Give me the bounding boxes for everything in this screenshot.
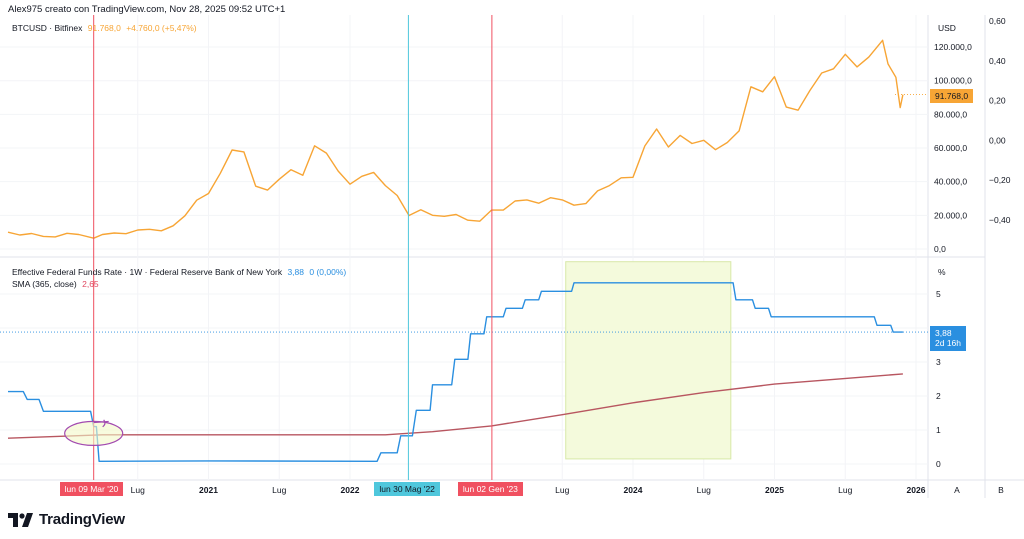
rate-axis-unit: % (938, 267, 946, 277)
time-axis-label: Lug (838, 485, 852, 495)
rate-badge-countdown: 2d 16h (935, 338, 961, 348)
time-axis-label: Lug (131, 485, 145, 495)
price-axis-label: 40.000,0 (934, 177, 967, 187)
date-marker-badge: lun 30 Mag '22 (374, 482, 440, 496)
time-axis-label: 2022 (341, 485, 360, 495)
btc-change: +4.760,0 (+5,47%) (126, 23, 197, 33)
tradingview-logo-icon (8, 512, 33, 527)
brand-name: TradingView (39, 511, 125, 528)
btc-last: 91.768,0 (87, 23, 121, 33)
secondary-axis-label: 0,00 (989, 135, 1006, 145)
rate-axis-label: 2 (936, 391, 941, 401)
btc-line (7, 39, 904, 239)
annotation-stroke (93, 419, 109, 428)
secondary-axis-label: 0,60 (989, 16, 1006, 26)
sma-label: SMA (365, close) (12, 279, 77, 289)
rate-change: 0 (0,00%) (309, 267, 347, 277)
secondary-axis-label: 0,20 (989, 96, 1006, 106)
sma-value: 2,65 (82, 279, 99, 289)
rate-legend: Effective Federal Funds Rate · 1W · Fede… (12, 267, 349, 277)
rate-title: Effective Federal Funds Rate · 1W · Fede… (12, 267, 283, 277)
rate-axis-label: 5 (936, 289, 941, 299)
annotation-ellipse (64, 420, 124, 446)
sma-legend: SMA (365, close) 2,65 (12, 279, 102, 289)
scale-button-a[interactable]: A (954, 485, 960, 495)
btc-symbol: BTCUSD · Bitfinex (12, 23, 83, 33)
price-axis-label: 120.000,0 (934, 42, 972, 52)
highlight-rectangle (565, 261, 732, 460)
chart-credit: Alex975 creato con TradingView.com, Nov … (8, 4, 286, 15)
btc-legend: BTCUSD · Bitfinex 91.768,0 +4.760,0 (+5,… (12, 23, 200, 33)
rate-badge-value: 3,88 (935, 328, 952, 338)
price-axis-label: 80.000,0 (934, 109, 967, 119)
btc-price-badge: 91.768,0 (930, 89, 974, 103)
rate-value: 3,88 (287, 267, 304, 277)
secondary-axis-label: −0,40 (989, 215, 1011, 225)
time-axis-label: 2025 (765, 485, 784, 495)
price-axis-label: 20.000,0 (934, 210, 967, 220)
secondary-axis-label: −0,20 (989, 175, 1011, 185)
scale-button-b[interactable]: B (998, 485, 1004, 495)
rate-price-badge: 3,88 2d 16h (930, 326, 966, 351)
price-axis-label: 0,0 (934, 244, 946, 254)
tradingview-logo[interactable]: TradingView (8, 511, 125, 528)
time-axis-label: 2024 (624, 485, 643, 495)
price-axis-unit: USD (938, 23, 956, 33)
time-axis-label: Lug (272, 485, 286, 495)
rate-axis-label: 1 (936, 425, 941, 435)
time-axis-label: 2026 (907, 485, 926, 495)
sma-line (7, 373, 903, 439)
time-axis-label: Lug (555, 485, 569, 495)
rate-axis-label: 0 (936, 459, 941, 469)
date-marker-badge: lun 09 Mar '20 (59, 482, 124, 496)
price-axis-label: 60.000,0 (934, 143, 967, 153)
date-marker-badge: lun 02 Gen '23 (457, 482, 523, 496)
price-axis-label: 100.000,0 (934, 76, 972, 86)
time-axis-label: 2021 (199, 485, 218, 495)
rate-axis-label: 3 (936, 357, 941, 367)
time-axis-label: Lug (697, 485, 711, 495)
secondary-axis-label: 0,40 (989, 56, 1006, 66)
